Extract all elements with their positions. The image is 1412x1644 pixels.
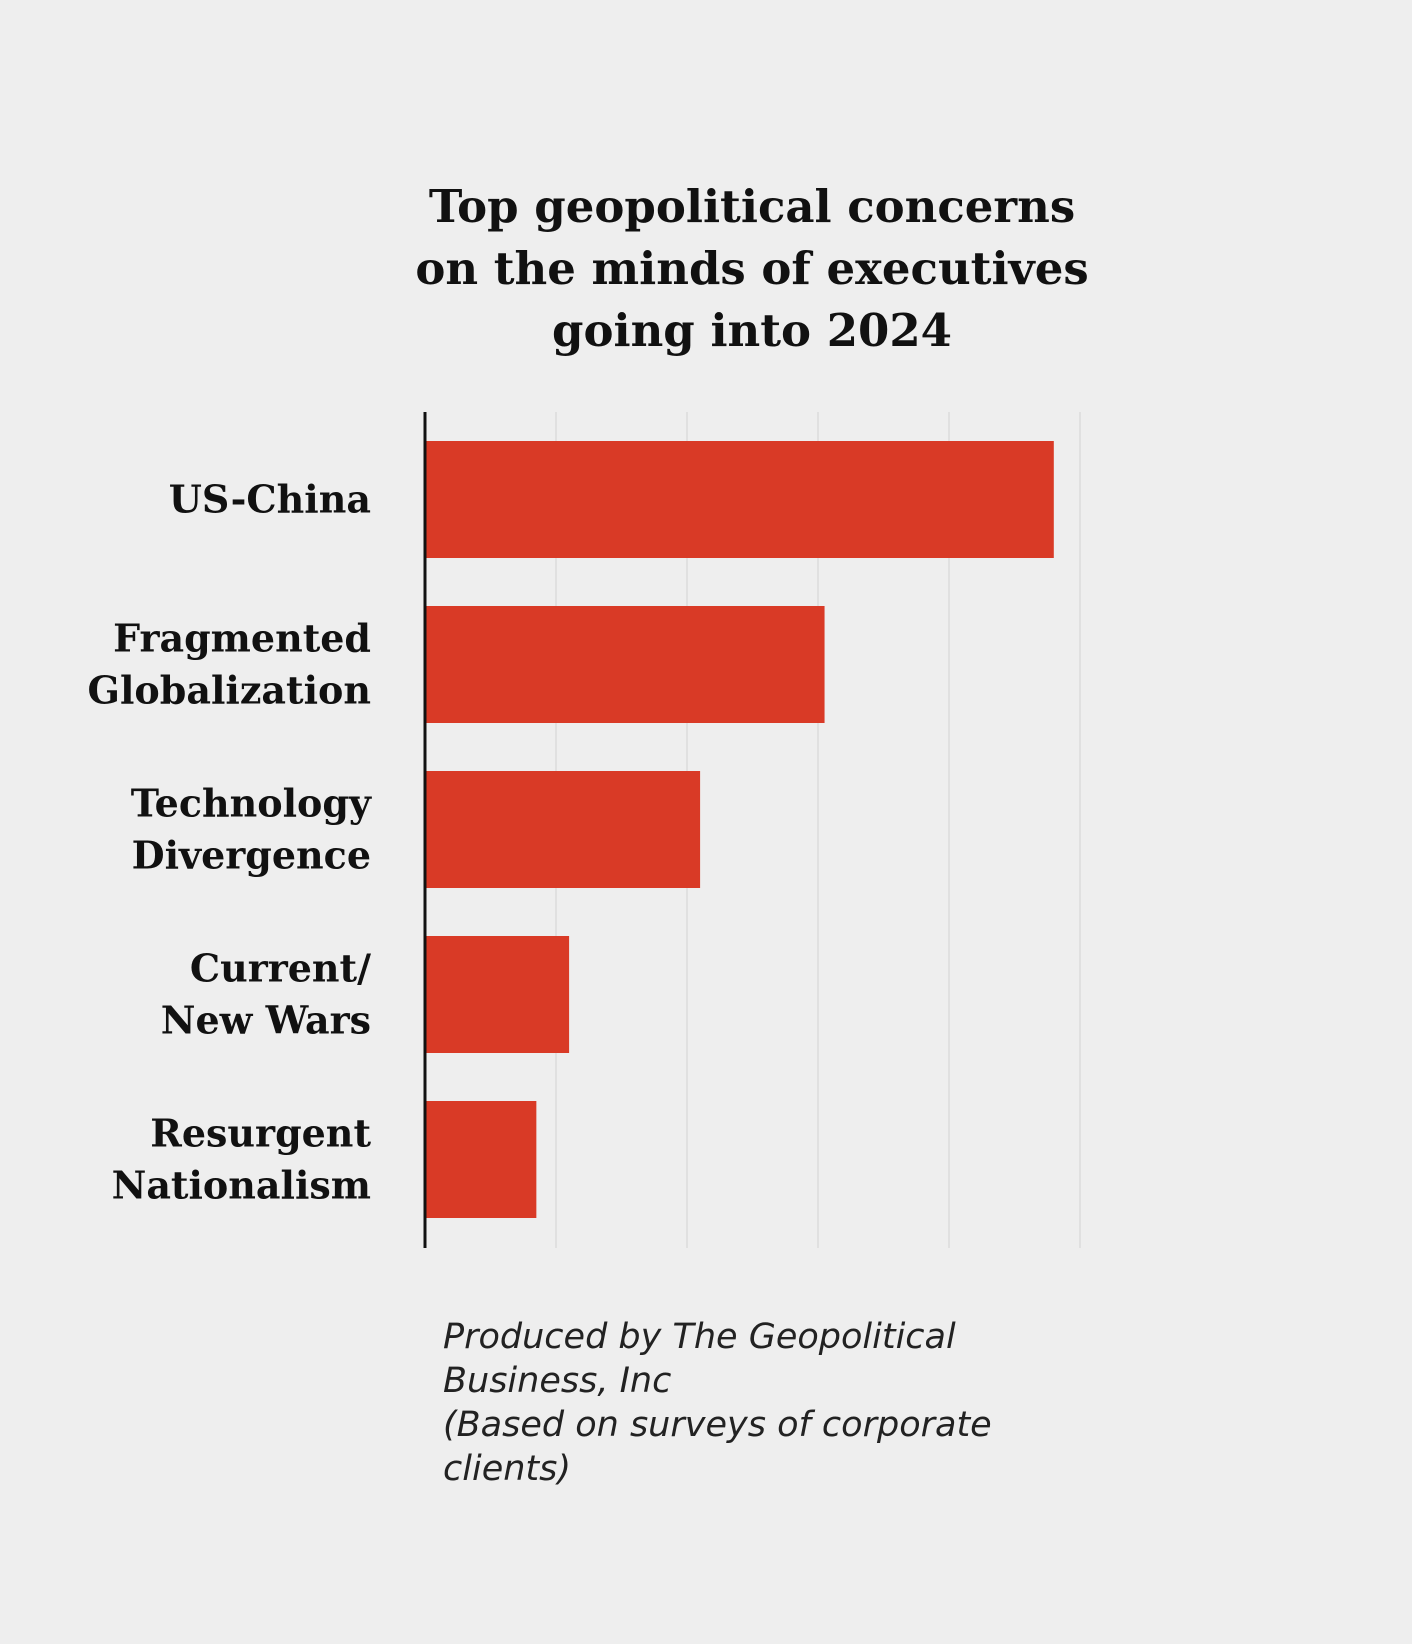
bar-technology-divergence	[425, 771, 701, 888]
bar-current-new-wars	[425, 936, 570, 1053]
footnote-line: clients)	[443, 1449, 571, 1489]
category-label-technology-divergence: Technology	[131, 781, 372, 826]
chart-title-line: on the minds of executives	[415, 242, 1088, 295]
category-label-fragmented-globalization: Globalization	[88, 668, 371, 713]
footnote-line: Produced by The Geopolitical	[443, 1317, 956, 1357]
footnote-line: Business, Inc	[443, 1361, 671, 1401]
category-label-resurgent-nationalism: Resurgent	[150, 1111, 371, 1156]
category-label-resurgent-nationalism: Nationalism	[112, 1163, 371, 1208]
chart-title-line: Top geopolitical concerns	[429, 180, 1075, 233]
chart-title-line: going into 2024	[552, 304, 952, 357]
category-label-us-china: US-China	[169, 477, 371, 522]
footnote-line: (Based on surveys of corporate	[443, 1405, 992, 1445]
category-label-fragmented-globalization: Fragmented	[113, 616, 371, 661]
category-label-technology-divergence: Divergence	[132, 833, 371, 878]
bar-us-china	[425, 441, 1054, 558]
bar-resurgent-nationalism	[425, 1101, 537, 1218]
bar-fragmented-globalization	[425, 606, 825, 723]
category-label-current-new-wars: Current/	[190, 946, 371, 991]
category-label-current-new-wars: New Wars	[161, 998, 371, 1043]
